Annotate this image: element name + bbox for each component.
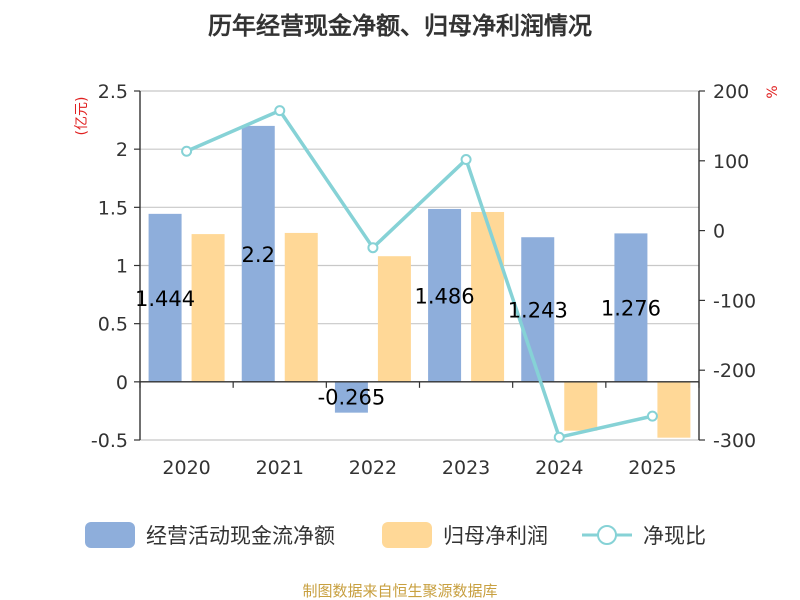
cash-flow-bar xyxy=(148,213,182,382)
right-tick-label: 100 xyxy=(713,151,749,173)
legend-swatch-cash-flow xyxy=(85,522,135,548)
left-tick-label: 0 xyxy=(116,372,128,394)
category-label: 2022 xyxy=(349,457,397,479)
cash-flow-bar xyxy=(241,125,275,382)
cash-flow-bar xyxy=(428,208,462,382)
category-label: 2024 xyxy=(535,457,583,479)
cash-flow-bar xyxy=(614,233,648,382)
cash-flow-bar xyxy=(334,381,368,413)
net-profit-bar xyxy=(284,232,318,382)
legend[interactable]: 经营活动现金流净额 归母净利润 净现比 xyxy=(85,522,706,548)
ratio-point xyxy=(181,145,193,157)
axes: 2.5 2 1.5 1 0.5 0 -0.5 200 100 0 -100 -200 -300 2020 2… xyxy=(91,81,756,479)
left-tick-label: 1.5 xyxy=(98,197,128,219)
right-axis-unit: % xyxy=(765,85,781,98)
bars xyxy=(148,125,691,438)
category-label: 2025 xyxy=(628,457,676,479)
legend-label-cash-flow: 经营活动现金流净额 xyxy=(146,524,335,548)
cash-flow-label: 1.276 xyxy=(601,297,661,321)
net-profit-bar xyxy=(377,256,411,382)
source-note: 制图数据来自恒生聚源数据库 xyxy=(302,582,497,600)
right-tick-label: 200 xyxy=(713,81,749,103)
category-label: 2021 xyxy=(256,457,304,479)
left-axis-unit: (亿元) xyxy=(74,97,90,136)
ratio-point xyxy=(274,105,286,117)
legend-marker-ratio xyxy=(597,525,617,545)
left-tick-label: -0.5 xyxy=(91,430,128,452)
cash-flow-label: 1.243 xyxy=(508,299,568,323)
right-tick-label: -300 xyxy=(713,430,756,452)
net-profit-bar xyxy=(191,234,225,382)
legend-label-net-profit: 归母净利润 xyxy=(443,524,548,548)
cash-flow-label: 1.444 xyxy=(135,287,195,311)
ratio-point xyxy=(367,242,379,254)
category-label: 2023 xyxy=(442,457,490,479)
ratio-line xyxy=(181,105,658,443)
right-tick-label: -100 xyxy=(713,290,756,312)
data-labels: 1.444 2.2 -0.265 1.486 1.243 1.276 xyxy=(135,243,661,410)
net-profit-bar xyxy=(564,381,598,431)
right-tick-label: -200 xyxy=(713,360,756,382)
left-tick-label: 0.5 xyxy=(98,314,128,336)
ratio-point xyxy=(460,154,472,166)
cash-flow-bar xyxy=(521,237,555,382)
category-label: 2020 xyxy=(162,457,210,479)
left-tick-label: 2 xyxy=(116,139,128,161)
cash-flow-label: 2.2 xyxy=(242,243,275,267)
cash-flow-label: -0.265 xyxy=(318,386,386,410)
right-tick-label: 0 xyxy=(713,221,725,243)
ratio-point xyxy=(553,431,565,443)
left-tick-label: 1 xyxy=(116,256,128,278)
legend-swatch-net-profit xyxy=(382,522,432,548)
ratio-point xyxy=(646,410,658,422)
legend-label-ratio: 净现比 xyxy=(643,524,706,548)
ratio-polyline xyxy=(185,108,653,439)
chart-title: 历年经营现金净额、归母净利润情况 xyxy=(208,12,592,40)
left-tick-label: 2.5 xyxy=(98,81,128,103)
net-profit-bar xyxy=(471,211,505,382)
net-profit-bar xyxy=(657,381,691,438)
cash-flow-label: 1.486 xyxy=(415,284,475,308)
